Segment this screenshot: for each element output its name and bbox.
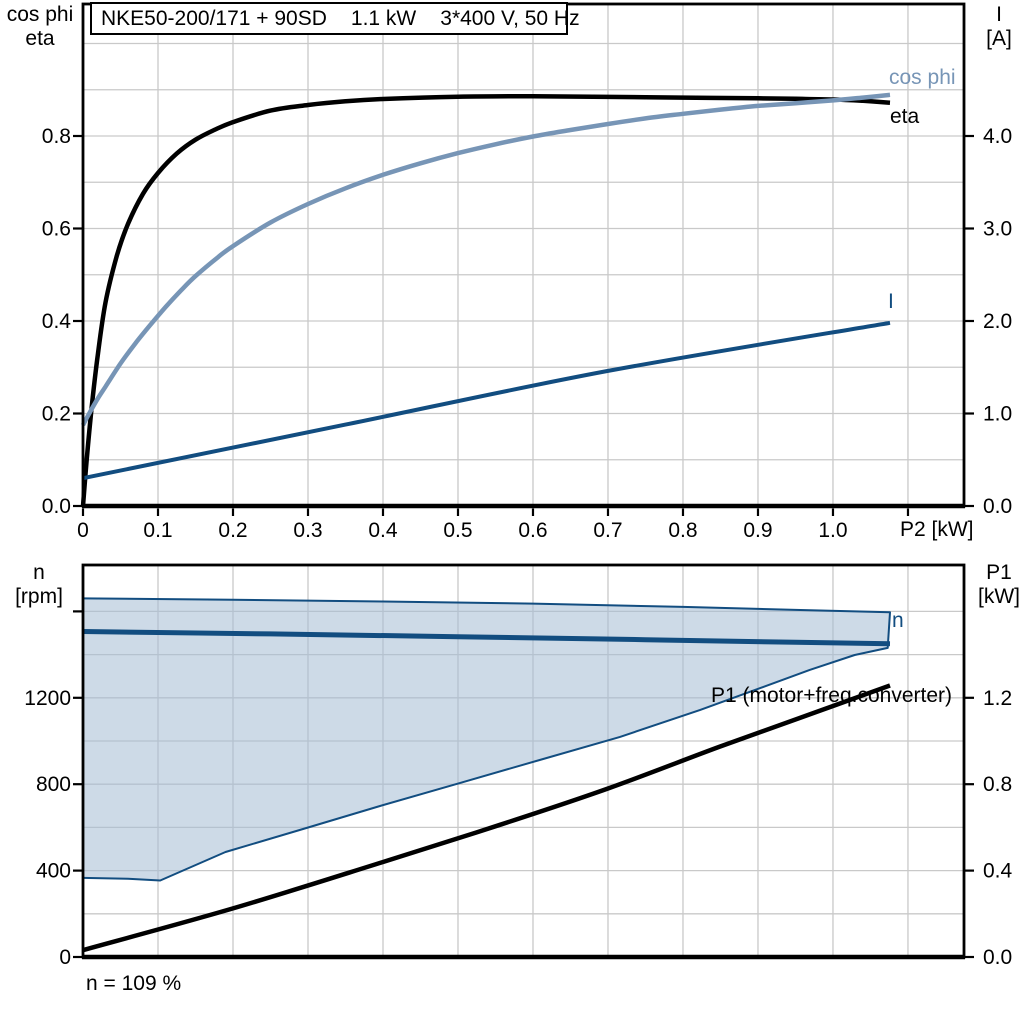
title-power: 1.1 kW [350,6,417,30]
x-tick-label: 1.0 [818,519,847,542]
series-n-curve [82,629,891,647]
current-unit-label: [A] [986,27,1012,50]
speed-curve-label: n [892,609,904,632]
top-left-axis-label: cos phi eta [2,3,78,51]
y-left-tick-label: 0.8 [42,125,71,148]
top-right-axis-label: I [A] [974,3,1024,51]
bottom-right-axis-label: P1 [kW] [973,561,1024,609]
series-p1-motor-freq-converter--curve [82,683,891,953]
x-tick-label: 0.5 [443,519,472,542]
y-right-tick-label: 4.0 [983,125,1012,148]
eta-axis-label: eta [25,27,55,50]
cos-phi-curve-label: cos phi [889,66,956,89]
y-right-tick-label: 0.8 [983,773,1012,796]
y-left-tick-label: 0.2 [42,402,71,425]
current-axis-label: I [996,3,1002,26]
x-tick-label: 0.6 [518,519,547,542]
x-tick-label: 0.2 [218,519,247,542]
speed-operating-range-border [82,597,891,882]
y-left-tick-label: 400 [36,860,71,883]
y-left-tick-label: 1200 [24,687,71,710]
title-model: NKE50-200/171 + 90SD [101,6,327,30]
x-tick-label: 0 [77,519,89,542]
bottom-left-axis-label: n [rpm] [5,561,73,609]
eta-curve-label: eta [890,105,920,128]
y-right-tick-label: 1.0 [983,402,1012,425]
y-right-tick-label: 2.0 [983,310,1012,333]
current-curve-label: I [888,290,894,313]
p1-axis-label: P1 [986,561,1012,584]
y-right-tick-label: 0.0 [983,946,1012,969]
series-cos-phi-curve [80,92,891,427]
speed-unit-label: [rpm] [15,585,63,608]
y-right-tick-label: 0.0 [983,495,1012,518]
y-left-tick-label: 0.4 [42,310,72,333]
cos-phi-axis-label: cos phi [6,3,74,26]
x-tick-label: 0.1 [143,519,172,542]
speed-percentage-note: n = 109 % [86,972,182,995]
y-right-tick-label: 3.0 [983,217,1012,240]
y-left-tick-label: 0 [59,946,71,969]
x-tick-label: 0.8 [668,519,697,542]
x-tick-label: 0.3 [293,519,322,542]
y-right-tick-label: 1.2 [983,687,1012,710]
x-tick-label: 0.4 [368,519,398,542]
chart-title-box: NKE50-200/171 + 90SD 1.1 kW 3*400 V, 50 … [90,2,580,35]
x-axis-label-p2: P2 [kW] [900,518,974,541]
p1-unit-label: [kW] [978,585,1020,608]
title-supply: 3*400 V, 50 Hz [440,6,580,30]
y-left-tick-label: 0.6 [42,217,71,240]
series-eta-curve [80,93,891,507]
speed-operating-range-fill [83,598,890,881]
y-right-tick-label: 0.4 [983,860,1013,883]
y-left-tick-label: 0.0 [42,495,71,518]
x-tick-label: 0.7 [593,519,622,542]
speed-axis-label: n [33,561,45,584]
x-tick-label: 0.9 [743,519,772,542]
y-left-tick-label: 800 [36,773,71,796]
plot-frame [81,2,966,508]
p1-curve-label: P1 (motor+freq.converter) [711,684,953,707]
series-i-curve [82,320,891,481]
